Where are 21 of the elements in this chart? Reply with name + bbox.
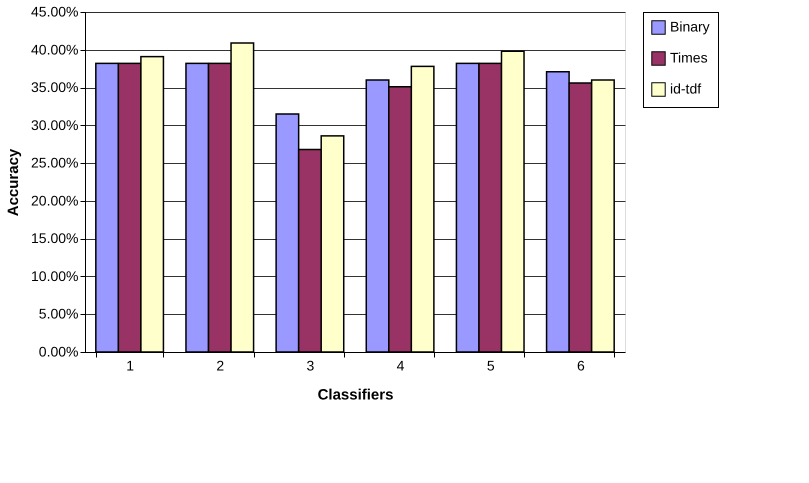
y-tick-label: 30.00% (31, 116, 78, 133)
y-tick-label: 35.00% (31, 79, 78, 96)
y-tick-label: 15.00% (31, 230, 78, 246)
y-tick-label: 5.00% (38, 306, 78, 322)
x-tick-label: 1 (126, 358, 134, 374)
y-tick-label: 25.00% (31, 154, 78, 171)
legend-label: id-tdf (670, 80, 702, 96)
y-axis-title: Accuracy (5, 148, 22, 216)
x-tick-label: 4 (396, 358, 405, 374)
y-tick-label: 45.00% (31, 4, 78, 20)
legend-label: Times (670, 50, 708, 66)
y-tick-label: 20.00% (31, 192, 78, 208)
x-tick-label: 3 (306, 358, 315, 374)
x-tick-label: 6 (576, 358, 585, 374)
x-tick-label: 5 (486, 358, 495, 374)
y-tick-label: 10.00% (31, 268, 78, 284)
x-axis-title: Classifiers (318, 386, 394, 404)
x-tick-label: 2 (216, 358, 224, 374)
y-tick-label: 0.00% (38, 344, 78, 360)
legend-label: Binary (670, 18, 710, 34)
y-tick-label: 40.00% (31, 41, 78, 58)
